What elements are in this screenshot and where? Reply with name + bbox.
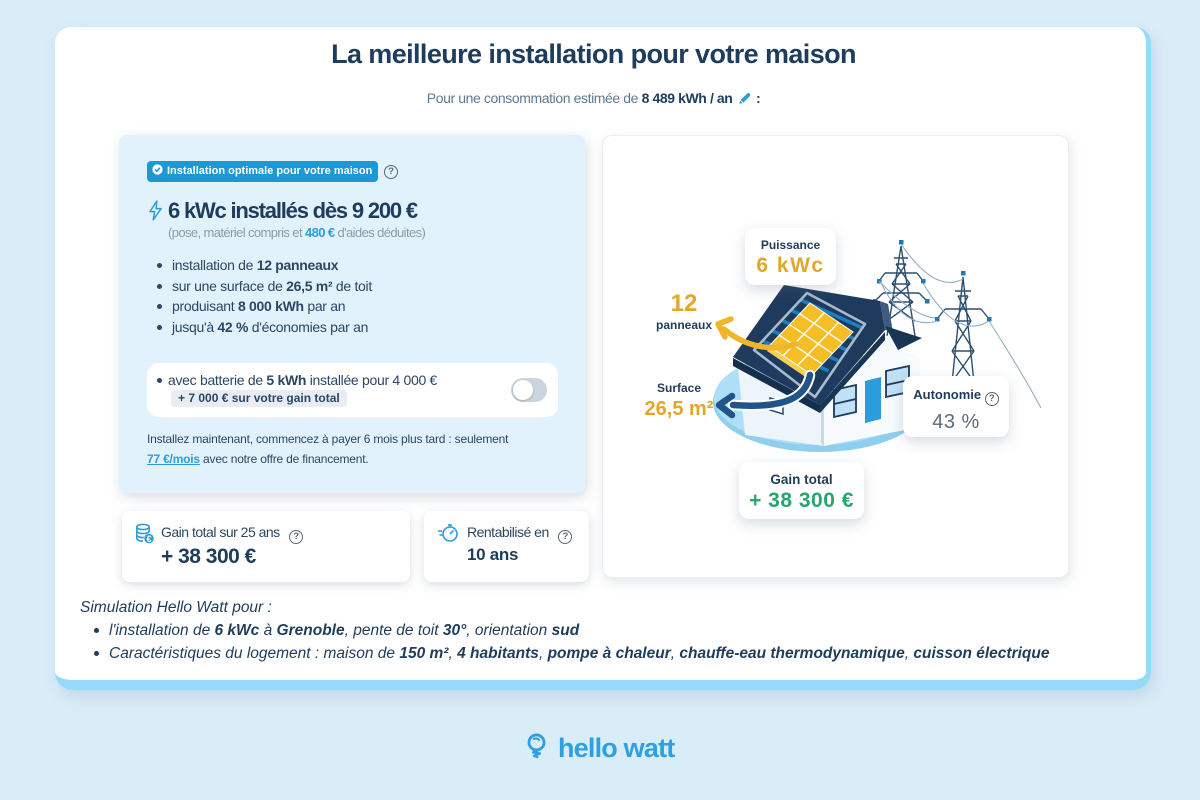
svg-text:€: €	[146, 534, 151, 544]
